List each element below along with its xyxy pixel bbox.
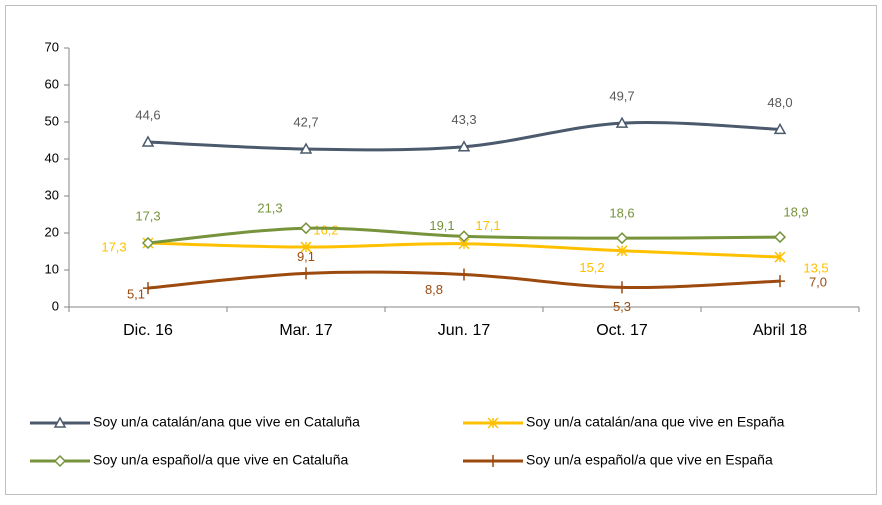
y-tick-label: 30 xyxy=(45,187,59,202)
x-tick-label: Oct. 17 xyxy=(596,322,648,339)
legend-marker xyxy=(488,455,498,467)
y-tick-label: 40 xyxy=(45,150,59,165)
data-point xyxy=(300,241,312,253)
value-label: 16,2 xyxy=(313,222,338,237)
value-label: 44,6 xyxy=(135,107,160,122)
y-tick-label: 70 xyxy=(45,39,59,54)
y-tick-label: 0 xyxy=(52,298,59,313)
value-label: 9,1 xyxy=(297,249,315,264)
y-tick-label: 50 xyxy=(45,113,59,128)
value-label: 49,7 xyxy=(609,89,634,104)
x-tick-label: Abril 18 xyxy=(753,322,807,339)
legend-marker xyxy=(487,417,499,429)
data-point xyxy=(301,267,311,280)
legend-label: Soy un/a catalán/ana que vive en España xyxy=(526,414,785,430)
value-label: 18,9 xyxy=(783,205,808,220)
y-tick-label: 60 xyxy=(45,76,59,91)
value-label: 21,3 xyxy=(257,201,282,216)
legend-item: Soy un/a español/a que vive en Cataluña xyxy=(30,452,349,468)
x-tick-label: Dic. 16 xyxy=(123,322,173,339)
data-point xyxy=(615,116,629,128)
legend-label: Soy un/a español/a que vive en España xyxy=(526,452,773,468)
value-label: 17,1 xyxy=(475,218,500,233)
value-label: 8,8 xyxy=(425,282,443,297)
value-label: 43,3 xyxy=(451,112,476,127)
data-point xyxy=(299,142,313,154)
data-point xyxy=(773,122,787,135)
data-point xyxy=(457,230,471,243)
chart-frame xyxy=(5,5,877,495)
legend-label: Soy un/a español/a que vive en Cataluña xyxy=(93,452,349,468)
x-tick-label: Jun. 17 xyxy=(438,322,491,339)
data-point xyxy=(774,251,786,263)
value-label: 19,1 xyxy=(429,218,454,233)
legend-item: Soy un/a catalán/ana que vive en Cataluñ… xyxy=(30,414,360,430)
value-label: 5,1 xyxy=(127,287,145,302)
value-label: 18,6 xyxy=(609,206,634,221)
data-point xyxy=(775,275,785,288)
data-point xyxy=(143,282,153,295)
data-point xyxy=(615,232,629,245)
value-label: 48,0 xyxy=(767,95,792,110)
legend-marker xyxy=(53,454,67,468)
data-point xyxy=(141,135,155,147)
data-point xyxy=(459,268,469,281)
value-label: 17,3 xyxy=(135,208,160,223)
data-point xyxy=(457,140,471,152)
value-label: 17,3 xyxy=(101,239,126,254)
data-point xyxy=(617,281,627,294)
data-point xyxy=(616,245,628,257)
data-point xyxy=(141,236,155,250)
x-tick-label: Mar. 17 xyxy=(279,322,332,339)
data-point xyxy=(299,222,313,235)
value-label: 15,2 xyxy=(579,260,604,275)
legend-item: Soy un/a español/a que vive en España xyxy=(463,452,773,468)
legend-item: Soy un/a catalán/ana que vive en España xyxy=(463,414,785,430)
value-label: 13,5 xyxy=(803,260,828,275)
value-label: 7,0 xyxy=(809,275,827,290)
y-tick-label: 20 xyxy=(45,224,59,239)
y-tick-label: 10 xyxy=(45,261,59,276)
legend-label: Soy un/a catalán/ana que vive en Cataluñ… xyxy=(93,414,360,430)
legend-marker xyxy=(53,416,67,428)
data-point xyxy=(773,231,787,244)
value-label: 5,3 xyxy=(613,299,631,314)
value-label: 42,7 xyxy=(293,114,318,129)
